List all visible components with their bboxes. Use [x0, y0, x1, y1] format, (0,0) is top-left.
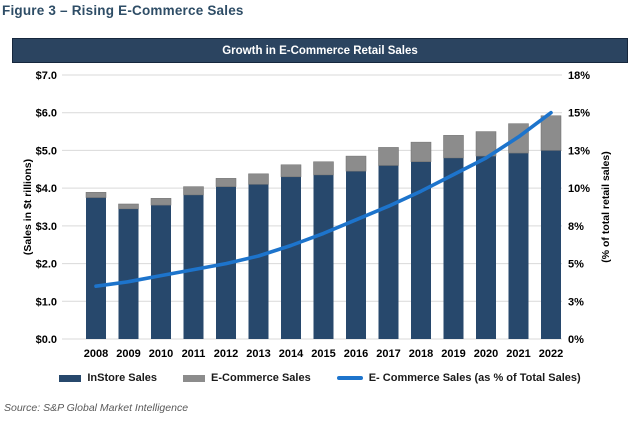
bar-ecommerce-2022 [540, 115, 562, 151]
bar-instore-2021 [508, 153, 529, 339]
source-note: Source: S&P Global Market Intelligence [4, 402, 189, 414]
y-axis-right-tick: 5% [568, 259, 584, 271]
legend-label-ecommerce-share: E- Commerce Sales (as % of Total Sales) [368, 372, 581, 384]
legend-swatch-ecommerce-share-line [336, 376, 363, 380]
bar-ecommerce-2008 [85, 192, 107, 198]
y-axis-left-tick: $5.0 [36, 145, 57, 157]
x-axis-label-2022: 2022 [539, 348, 563, 360]
bar-ecommerce-2017 [378, 147, 399, 166]
bar-instore-2015 [313, 174, 334, 339]
x-axis-label-2011: 2011 [182, 348, 206, 360]
bar-ecommerce-2013 [248, 173, 269, 185]
ecommerce-share-line [94, 110, 553, 288]
y-axis-left-tick: $0.0 [36, 334, 57, 346]
chart-title-banner: Growth in E-Commerce Retail Sales [12, 38, 628, 63]
y-axis-left-title: (Sales in $t rillions) [22, 159, 34, 255]
bar-ecommerce-2009 [118, 203, 139, 210]
y-axis-right-tick: 8% [568, 221, 584, 233]
y-axis-left-tick: $3.0 [36, 221, 57, 233]
bar-instore-2009 [118, 208, 139, 339]
x-axis-label-2008: 2008 [84, 348, 108, 360]
y-axis-left-tick: $6.0 [36, 108, 57, 120]
chart-title: Growth in E-Commerce Retail Sales [222, 44, 418, 57]
x-axis-label-2015: 2015 [311, 348, 335, 360]
x-axis-label-2013: 2013 [246, 348, 270, 360]
y-axis-right-tick: 0% [568, 334, 584, 346]
bar-ecommerce-2014 [280, 164, 302, 178]
x-axis-label-2014: 2014 [279, 348, 304, 360]
bar-instore-2017 [378, 165, 399, 339]
legend-label-ecommerce: E-Commerce Sales [211, 372, 311, 384]
y-axis-left-tick: $2.0 [36, 259, 57, 271]
bar-instore-2018 [411, 161, 431, 339]
x-axis-label-2019: 2019 [441, 348, 465, 360]
y-axis-right-tick: 3% [568, 296, 584, 308]
x-axis-label-2009: 2009 [116, 348, 140, 360]
bar-instore-2020 [476, 156, 496, 339]
bar-ecommerce-2011 [183, 186, 204, 196]
legend-swatch-ecommerce [183, 374, 206, 382]
bar-instore-2014 [281, 176, 301, 339]
y-axis-right-tick: 15% [568, 108, 590, 120]
y-axis-right-tick: 13% [568, 145, 590, 157]
x-axis-label-2010: 2010 [149, 348, 173, 360]
x-axis-label-2020: 2020 [474, 348, 498, 360]
legend-label-instore: InStore Sales [87, 372, 158, 384]
y-axis-left-tick: $1.0 [36, 296, 57, 308]
bar-ecommerce-2016 [345, 155, 367, 172]
bar-instore-2019 [443, 157, 464, 339]
bar-instore-2011 [183, 194, 204, 339]
bar-ecommerce-2018 [410, 141, 432, 162]
y-axis-left-tick: $4.0 [36, 183, 57, 195]
bar-instore-2008 [86, 197, 106, 339]
x-axis-label-2021: 2021 [506, 348, 530, 360]
legend-item-instore: InStore Sales [59, 372, 157, 384]
y-axis-right-tick: 18% [568, 70, 590, 82]
legend-item-ecommerce: E-Commerce Sales [183, 372, 311, 384]
x-axis-label-2018: 2018 [409, 348, 433, 360]
bar-instore-2010 [151, 205, 171, 339]
x-axis-label-2016: 2016 [344, 348, 368, 360]
bar-ecommerce-2010 [150, 198, 172, 206]
bar-ecommerce-2015 [313, 161, 334, 176]
chart-legend: InStore Sales E-Commerce Sales E- Commer… [0, 369, 640, 387]
figure-title: Figure 3 – Rising E-Commerce Sales [2, 3, 244, 18]
bar-ecommerce-2012 [215, 178, 237, 187]
legend-swatch-instore [59, 374, 82, 382]
bar-instore-2013 [248, 184, 269, 339]
bar-instore-2022 [541, 150, 561, 339]
chart-plot-area: $0.0 0% $1.0 3% $2.0 5% $3.0 8% $4.0 10% $5.0 13% $6… [22, 70, 612, 360]
bar-ecommerce-2019 [443, 135, 464, 159]
legend-item-ecommerce-share: E- Commerce Sales (as % of Total Sales) [336, 372, 581, 384]
y-axis-left-tick: $7.0 [36, 70, 57, 82]
bar-instore-2016 [346, 171, 366, 339]
y-axis-right-title: (% of total retail sales) [600, 151, 612, 262]
x-axis-label-2017: 2017 [376, 348, 400, 360]
y-axis-right-tick: 10% [568, 183, 590, 195]
x-axis-label-2012: 2012 [214, 348, 238, 360]
